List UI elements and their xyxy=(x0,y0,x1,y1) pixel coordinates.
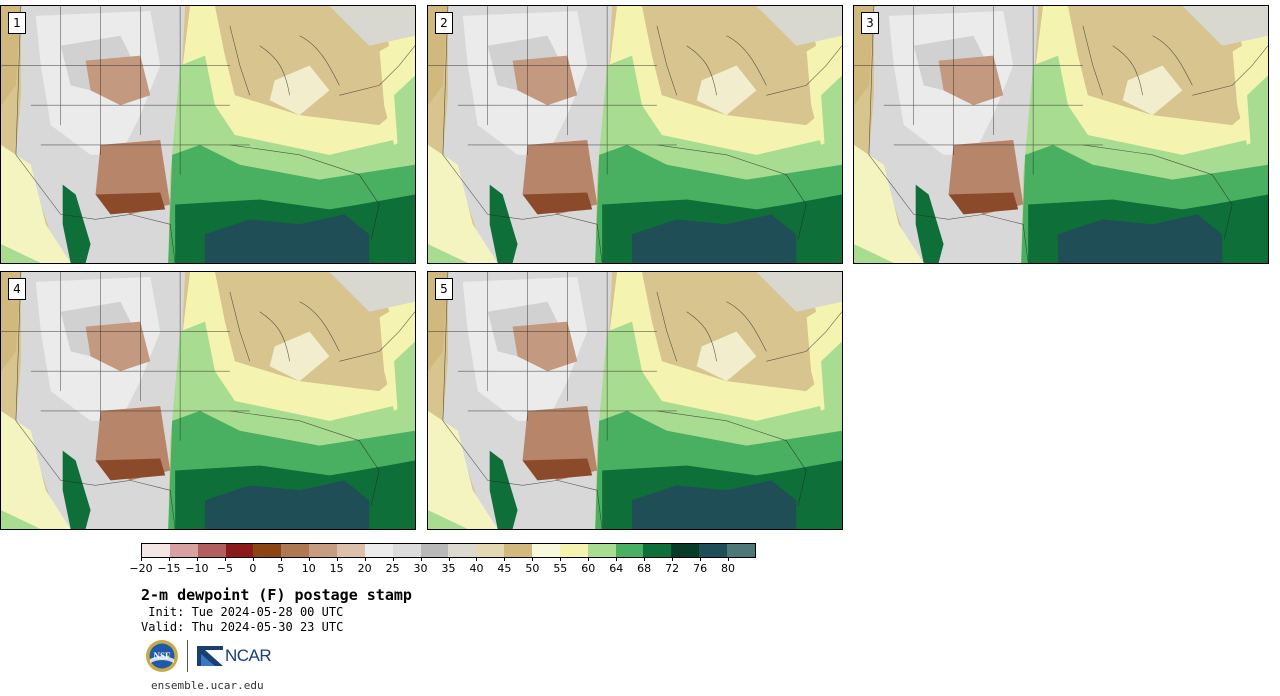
ensemble-member-panel-3: 3 xyxy=(853,5,1269,264)
colorbar-ticks xyxy=(141,557,756,561)
member-number-label: 1 xyxy=(8,12,26,34)
colorbar-tick xyxy=(560,557,562,561)
ensemble-member-panel-1: 1 xyxy=(0,5,416,264)
colorbar-segment xyxy=(699,544,728,557)
colorbar-tick-label: 20 xyxy=(357,562,372,575)
colorbar-tick-label: 15 xyxy=(329,562,344,575)
logo-group: NSF NCAR xyxy=(145,638,272,674)
colorbar-segment xyxy=(337,544,365,557)
dewpoint-map xyxy=(1,272,415,529)
colorbar-segment xyxy=(225,544,254,557)
colorbar-segment xyxy=(197,544,226,557)
colorbar-tick-label: 45 xyxy=(497,562,512,575)
colorbar-tick-label: −5 xyxy=(216,562,233,575)
colorbar-tick xyxy=(336,557,338,561)
colorbar-tick xyxy=(532,557,534,561)
colorbar-tick-label: 76 xyxy=(693,562,708,575)
source-url: ensemble.ucar.edu xyxy=(151,679,264,692)
colorbar-tick-label: 35 xyxy=(441,562,456,575)
logo-divider xyxy=(187,640,188,672)
colorbar-tick xyxy=(672,557,674,561)
colorbar-tick xyxy=(448,557,450,561)
colorbar-tick-label: 68 xyxy=(637,562,652,575)
colorbar-segment xyxy=(559,544,588,557)
colorbar-tick-label: −20 xyxy=(129,562,153,575)
colorbar-segment xyxy=(615,544,644,557)
nsf-logo: NSF xyxy=(146,640,178,672)
colorbar-tick xyxy=(616,557,618,561)
ncar-mark-icon xyxy=(197,646,223,666)
colorbar-tick-label: 5 xyxy=(277,562,285,575)
colorbar-tick xyxy=(141,557,142,561)
ensemble-member-panel-5: 5 xyxy=(427,271,843,530)
colorbar-tick-label: 72 xyxy=(665,562,680,575)
colorbar-tick xyxy=(224,557,226,561)
dewpoint-colorbar xyxy=(141,543,756,558)
colorbar-tick xyxy=(280,557,282,561)
colorbar-tick-label: 10 xyxy=(301,562,316,575)
member-number-label: 4 xyxy=(8,278,26,300)
colorbar-segment xyxy=(309,544,338,557)
dewpoint-map xyxy=(428,6,842,263)
colorbar-segment xyxy=(587,544,616,557)
colorbar-tick xyxy=(168,557,170,561)
colorbar-tick xyxy=(588,557,590,561)
colorbar-tick-label: −15 xyxy=(157,562,181,575)
colorbar-tick xyxy=(252,557,254,561)
colorbar-segment xyxy=(643,544,672,557)
colorbar-segment xyxy=(420,544,449,557)
colorbar-tick xyxy=(504,557,506,561)
ensemble-member-panel-2: 2 xyxy=(427,5,843,264)
colorbar-segment xyxy=(727,544,755,557)
ensemble-member-panel-4: 4 xyxy=(0,271,416,530)
plot-title: 2-m dewpoint (F) postage stamp xyxy=(141,586,412,604)
colorbar-segment xyxy=(253,544,282,557)
ncar-logo-text: NCAR xyxy=(225,646,272,665)
colorbar-tick-label: 50 xyxy=(525,562,540,575)
colorbar-tick-labels: −20 −15 −10 −5 0 5 10 15 20 25 30 35 40 45 50 55 60 64 68 7… xyxy=(129,562,756,576)
colorbar-tick xyxy=(308,557,310,561)
colorbar-tick xyxy=(196,557,198,561)
colorbar-segment xyxy=(476,544,505,557)
colorbar-segment xyxy=(671,544,700,557)
colorbar-segment xyxy=(169,544,198,557)
init-time: Init: Tue 2024-05-28 00 UTC xyxy=(141,605,344,619)
colorbar-tick-label: 60 xyxy=(581,562,596,575)
member-number-label: 5 xyxy=(435,278,453,300)
colorbar-segment xyxy=(532,544,560,557)
colorbar-tick xyxy=(392,557,394,561)
dewpoint-map xyxy=(1,6,415,263)
colorbar-tick xyxy=(364,557,366,561)
colorbar-segment xyxy=(504,544,533,557)
colorbar-tick-label: 80 xyxy=(721,562,736,575)
colorbar-tick xyxy=(644,557,646,561)
colorbar-tick xyxy=(476,557,478,561)
colorbar-tick-label: 0 xyxy=(249,562,257,575)
colorbar-tick-label: −10 xyxy=(185,562,209,575)
dewpoint-map xyxy=(854,6,1268,263)
colorbar-tick xyxy=(420,557,422,561)
nsf-logo-text: NSF xyxy=(153,651,171,661)
valid-time: Valid: Thu 2024-05-30 23 UTC xyxy=(141,620,344,634)
colorbar-tick-label: 64 xyxy=(609,562,624,575)
ncar-logo: NCAR xyxy=(197,646,272,666)
colorbar-tick-label: 40 xyxy=(469,562,484,575)
colorbar-segment xyxy=(448,544,477,557)
colorbar-tick-label: 55 xyxy=(553,562,568,575)
colorbar-segment xyxy=(142,544,170,557)
colorbar-segment xyxy=(364,544,393,557)
dewpoint-map xyxy=(428,272,842,529)
colorbar-segment xyxy=(281,544,310,557)
member-number-label: 3 xyxy=(861,12,879,34)
member-number-label: 2 xyxy=(435,12,453,34)
colorbar-tick-label: 30 xyxy=(413,562,428,575)
colorbar-tick xyxy=(728,557,730,561)
colorbar-tick-label: 25 xyxy=(385,562,400,575)
colorbar-tick xyxy=(700,557,702,561)
colorbar-segment xyxy=(392,544,421,557)
